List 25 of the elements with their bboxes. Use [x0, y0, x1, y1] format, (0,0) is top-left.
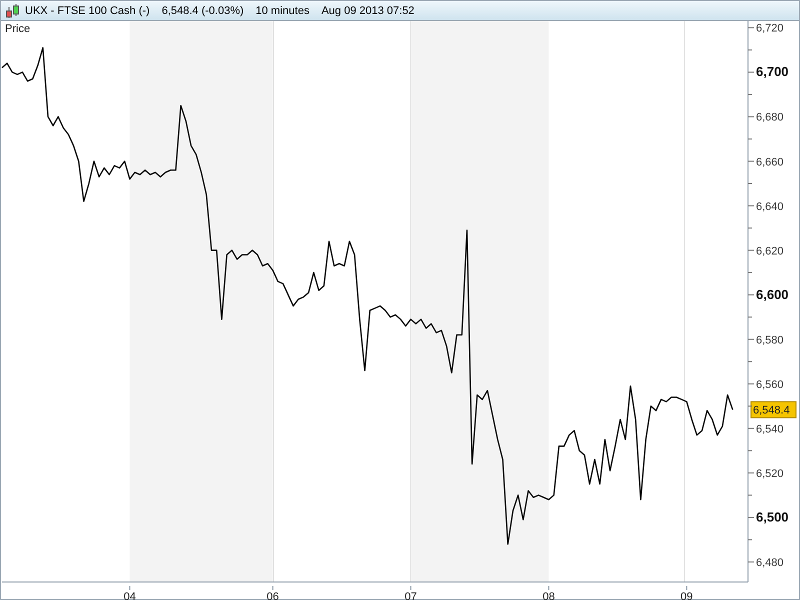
x-tick-label: 07 — [404, 591, 417, 600]
x-tick-label: 04 — [124, 591, 136, 600]
y-tick-label: 6,600 — [756, 286, 789, 302]
y-tick-label: 6,520 — [756, 468, 784, 480]
y-tick-label: 6,700 — [756, 64, 789, 80]
chart-subtitle: 6,548.4 (-0.03%) — [162, 4, 244, 16]
line-series — [1, 47, 734, 545]
y-tick-label: 6,560 — [756, 378, 784, 391]
y-tick-label: 6,640 — [756, 200, 784, 213]
y-tick-label: 6,720 — [756, 22, 784, 35]
chart-title: UKX - FTSE 100 Cash (-) — [25, 4, 150, 16]
text: 6,548.4 — [753, 404, 790, 417]
y-tick-label: 6,660 — [756, 156, 784, 168]
y-tick-label: 6,540 — [756, 423, 784, 436]
y-tick-label: 6,580 — [756, 334, 784, 346]
text: Aug 09 2013 07:52 — [321, 4, 414, 16]
y-tick-label: 6,500 — [756, 509, 789, 524]
y-tick-label: 6,480 — [756, 556, 784, 569]
y-tick-label: 6,680 — [756, 112, 784, 124]
text: 10 minutes — [256, 4, 310, 16]
y-tick-label: 6,620 — [756, 245, 784, 258]
x-tick-label: 09 — [680, 591, 693, 600]
x-tick-label: 08 — [542, 591, 555, 600]
x-tick-label: 06 — [266, 591, 279, 600]
y-axis-title: Price — [5, 23, 30, 35]
